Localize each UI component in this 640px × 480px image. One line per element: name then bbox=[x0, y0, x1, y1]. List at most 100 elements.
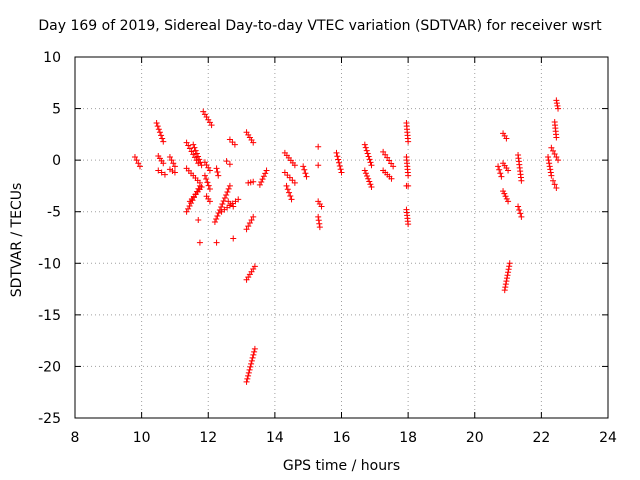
data-point bbox=[361, 167, 368, 174]
data-point bbox=[136, 163, 143, 170]
data-point bbox=[158, 169, 165, 176]
data-point bbox=[302, 170, 309, 177]
data-point bbox=[334, 153, 341, 160]
data-point bbox=[502, 193, 509, 200]
x-tick-label: 8 bbox=[71, 430, 80, 446]
data-point bbox=[131, 154, 138, 161]
data-point bbox=[300, 163, 307, 170]
data-point bbox=[246, 366, 253, 373]
data-point bbox=[221, 194, 228, 201]
data-point bbox=[505, 269, 512, 276]
data-point bbox=[249, 354, 256, 361]
data-point bbox=[518, 177, 525, 184]
data-point bbox=[555, 157, 562, 164]
data-point bbox=[215, 172, 222, 179]
data-point bbox=[153, 120, 160, 127]
data-point bbox=[553, 134, 560, 141]
data-point bbox=[363, 147, 370, 154]
data-point bbox=[335, 156, 342, 163]
data-point bbox=[548, 172, 555, 179]
data-point bbox=[195, 153, 202, 160]
data-point bbox=[505, 167, 512, 174]
data-point bbox=[497, 170, 504, 177]
y-axis-ticks: -25 -20 -15 -10 -5 0 5 10 bbox=[38, 50, 608, 427]
data-point bbox=[154, 123, 161, 130]
data-point bbox=[518, 213, 525, 220]
data-point bbox=[301, 166, 308, 173]
data-point bbox=[503, 195, 510, 202]
data-point bbox=[160, 138, 167, 145]
y-tick-label: -15 bbox=[38, 308, 61, 324]
data-point bbox=[245, 369, 252, 376]
x-tick-label: 24 bbox=[599, 430, 617, 446]
data-point bbox=[364, 150, 371, 157]
data-point bbox=[501, 287, 508, 294]
data-point bbox=[551, 181, 558, 188]
data-point bbox=[185, 205, 192, 212]
x-axis-ticks: 8 10 12 14 16 18 20 22 24 bbox=[71, 57, 617, 446]
data-point bbox=[251, 345, 258, 352]
data-point bbox=[196, 239, 203, 246]
data-point bbox=[362, 170, 369, 177]
data-point bbox=[405, 221, 412, 228]
data-point bbox=[336, 159, 343, 166]
data-point bbox=[367, 181, 374, 188]
data-point bbox=[303, 173, 310, 180]
data-point bbox=[226, 182, 233, 189]
data-point bbox=[546, 163, 553, 170]
data-point bbox=[245, 223, 252, 230]
data-point bbox=[166, 154, 173, 161]
data-point bbox=[517, 210, 524, 217]
y-tick-label: -10 bbox=[38, 256, 61, 272]
data-point bbox=[515, 203, 522, 210]
data-point bbox=[160, 160, 167, 167]
data-point bbox=[191, 144, 198, 151]
data-point bbox=[250, 178, 257, 185]
data-point bbox=[195, 185, 202, 192]
data-point bbox=[190, 141, 197, 148]
data-point bbox=[286, 189, 293, 196]
data-point bbox=[553, 184, 560, 191]
data-point bbox=[204, 179, 211, 186]
data-point bbox=[260, 173, 267, 180]
y-tick-label: -20 bbox=[38, 359, 61, 375]
data-point bbox=[388, 175, 395, 182]
data-point bbox=[291, 162, 298, 169]
data-point bbox=[196, 156, 203, 163]
data-point bbox=[243, 226, 250, 233]
data-point bbox=[250, 213, 257, 220]
data-point bbox=[364, 172, 371, 179]
data-point bbox=[215, 210, 222, 217]
data-point bbox=[506, 260, 513, 267]
data-point bbox=[366, 156, 373, 163]
data-point bbox=[206, 167, 213, 174]
data-point bbox=[245, 372, 252, 379]
data-point bbox=[503, 275, 510, 282]
data-point bbox=[337, 166, 344, 173]
data-point bbox=[405, 182, 412, 189]
x-tick-label: 16 bbox=[333, 430, 351, 446]
data-point bbox=[230, 235, 237, 242]
data-point bbox=[405, 138, 412, 145]
data-point bbox=[318, 203, 325, 210]
data-point bbox=[214, 213, 221, 220]
data-point bbox=[502, 281, 509, 288]
data-point bbox=[133, 157, 140, 164]
y-axis-label: SDTVAR / TECUs bbox=[9, 182, 25, 298]
data-point bbox=[550, 177, 557, 184]
data-point bbox=[316, 220, 323, 227]
data-point bbox=[206, 198, 213, 205]
data-point bbox=[248, 216, 255, 223]
data-point bbox=[368, 162, 375, 169]
data-point bbox=[262, 170, 269, 177]
data-point bbox=[158, 132, 165, 139]
data-point bbox=[193, 150, 200, 157]
data-point bbox=[496, 166, 503, 173]
data-point bbox=[365, 153, 372, 160]
data-point bbox=[198, 183, 205, 190]
data-point bbox=[545, 154, 552, 161]
data-point bbox=[338, 169, 345, 176]
data-point bbox=[284, 186, 291, 193]
data-point bbox=[248, 357, 255, 364]
